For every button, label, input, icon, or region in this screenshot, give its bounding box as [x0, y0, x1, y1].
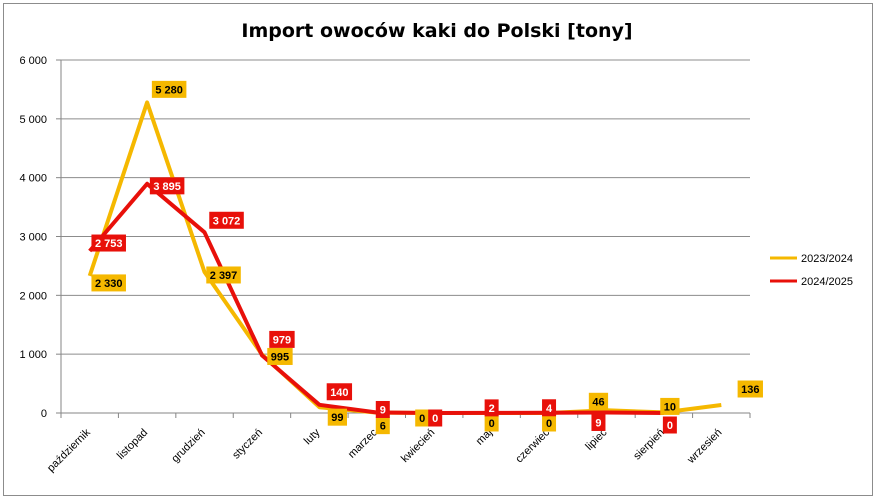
y-tick-label: 3 000: [19, 232, 47, 244]
data-label: 0: [667, 420, 673, 432]
data-label: 3 895: [153, 181, 181, 193]
x-tick-label: wrzesień: [685, 427, 725, 467]
data-label: 979: [273, 334, 291, 346]
data-label: 4: [546, 403, 553, 415]
data-label-box: [375, 417, 390, 435]
gridlines: [61, 59, 750, 414]
data-label: 6: [380, 421, 386, 433]
series-line-0: [87, 100, 722, 415]
data-label-box: [428, 409, 443, 427]
data-label-box: [415, 409, 430, 427]
data-label: 2 330: [95, 278, 123, 290]
data-label: 9: [595, 417, 601, 429]
x-tick-label: styczeń: [230, 427, 265, 462]
data-label-box: [206, 266, 241, 284]
data-label: 46: [592, 396, 604, 408]
data-label-box: [209, 211, 244, 229]
series-lines: [87, 100, 722, 415]
data-label: 2 753: [95, 238, 123, 250]
x-tick-label: październik: [45, 426, 93, 474]
data-label-box: [326, 383, 353, 401]
data-label: 136: [741, 384, 759, 396]
x-tick-label: kwiecień: [399, 427, 437, 465]
data-label: 5 280: [155, 84, 183, 96]
data-label-box: [588, 392, 609, 410]
data-label-box: [542, 414, 557, 432]
x-tick-label: grudzień: [169, 427, 207, 465]
data-label-box: [660, 397, 680, 415]
y-tick-label: 2 000: [19, 290, 47, 302]
y-tick-label: 5 000: [19, 114, 47, 126]
x-tick-label: sierpień: [631, 427, 667, 463]
data-label-box: [542, 399, 557, 417]
data-label-box: [267, 347, 293, 365]
data-label: 10: [664, 401, 676, 413]
legend-label-1: 2024/2025: [801, 276, 853, 288]
data-label-box: [591, 413, 606, 431]
data-label: 9: [380, 404, 386, 416]
x-tick-label: listopad: [115, 427, 150, 462]
x-tick-label: marzec: [346, 426, 380, 460]
data-label-box: [484, 414, 499, 432]
x-tick-label: czerwiec: [513, 426, 552, 465]
data-label: 0: [432, 413, 438, 425]
data-label: 140: [330, 387, 348, 399]
legend: 2023/2024 2024/2025: [770, 253, 853, 288]
chart-title: Import owoców kaki do Polski [tony]: [241, 20, 632, 42]
legend-label-0: 2023/2024: [801, 253, 853, 265]
data-label-box: [151, 80, 187, 98]
data-label: 2 397: [210, 270, 238, 282]
data-label-box: [91, 234, 126, 252]
data-label: 3 072: [213, 215, 241, 227]
series-line-1: [88, 181, 664, 415]
data-label-box: [662, 416, 677, 434]
x-tick-label: luty: [302, 426, 323, 447]
data-label: 0: [546, 418, 552, 430]
data-label: 99: [331, 412, 343, 424]
data-label-box: [484, 399, 499, 417]
data-label-box: [149, 177, 185, 195]
data-label: 0: [489, 418, 495, 430]
data-label-box: [91, 274, 126, 292]
data-label-box: [375, 400, 390, 418]
data-label-box: [269, 330, 295, 348]
y-tick-label: 4 000: [19, 173, 47, 185]
data-label: 2: [489, 403, 495, 415]
data-label: 995: [271, 351, 289, 363]
y-tick-label: 0: [41, 408, 47, 420]
data-label-box: [737, 380, 763, 398]
data-label-box: [327, 408, 347, 426]
y-tick-label: 6 000: [19, 55, 47, 67]
data-label: 0: [419, 413, 425, 425]
y-tick-label: 1 000: [19, 349, 47, 361]
